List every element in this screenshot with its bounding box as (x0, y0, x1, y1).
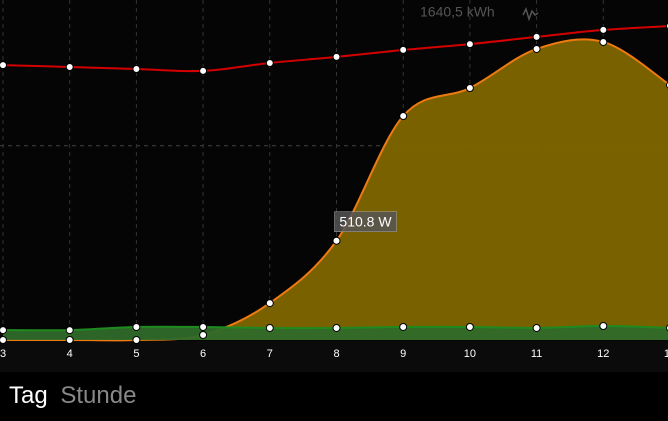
summary: 1640,5 kWh (420, 4, 495, 20)
x-tick-label: 6 (200, 348, 206, 360)
point (65, 336, 74, 344)
point (132, 336, 141, 344)
tooltip: 510.8 W (339, 213, 392, 229)
point (265, 299, 274, 308)
area (3, 326, 668, 340)
point (332, 52, 341, 61)
point (399, 45, 408, 54)
chart: 3 4 5 6 7 8 9 10 11 12 13 510.8 W 1640,5 kWh (0, 0, 668, 372)
x-tick-label: 12 (597, 348, 609, 360)
x-tick-label: 4 (67, 348, 73, 360)
point (399, 322, 408, 331)
point (599, 25, 608, 34)
point (532, 44, 541, 53)
point (265, 58, 274, 67)
point (0, 336, 7, 344)
chart-icon (522, 6, 539, 22)
point (199, 322, 208, 331)
point (532, 32, 541, 41)
point (132, 322, 141, 331)
tabs: Tag Stunde (9, 382, 142, 410)
x-tick-label: 5 (133, 348, 139, 360)
point (532, 323, 541, 332)
tooltip-box (334, 211, 397, 233)
point (599, 322, 608, 331)
area (3, 39, 668, 341)
point (65, 63, 74, 72)
x-tick-label: 9 (400, 348, 406, 360)
point (265, 323, 274, 332)
point (465, 322, 474, 331)
tab[interactable]: Stunde (60, 382, 137, 409)
x-tick-label: 11 (531, 348, 542, 360)
point (0, 61, 7, 70)
x-tick-label: 13 (664, 348, 668, 360)
line (3, 38, 668, 342)
point (0, 326, 7, 335)
x-tick-label: 8 (333, 348, 339, 360)
point (332, 323, 341, 332)
x-tick-label: 3 (0, 348, 6, 360)
point (599, 37, 608, 46)
point (132, 64, 141, 73)
tab[interactable]: Tag (9, 382, 48, 409)
x-tick-label: 7 (267, 348, 273, 360)
x-tick-label: 10 (464, 348, 476, 360)
point (199, 330, 208, 339)
point (465, 84, 474, 93)
point (399, 111, 408, 120)
point (332, 236, 341, 245)
x-axis-band (0, 341, 668, 372)
point (199, 66, 208, 75)
point (465, 40, 474, 49)
point (65, 326, 74, 335)
